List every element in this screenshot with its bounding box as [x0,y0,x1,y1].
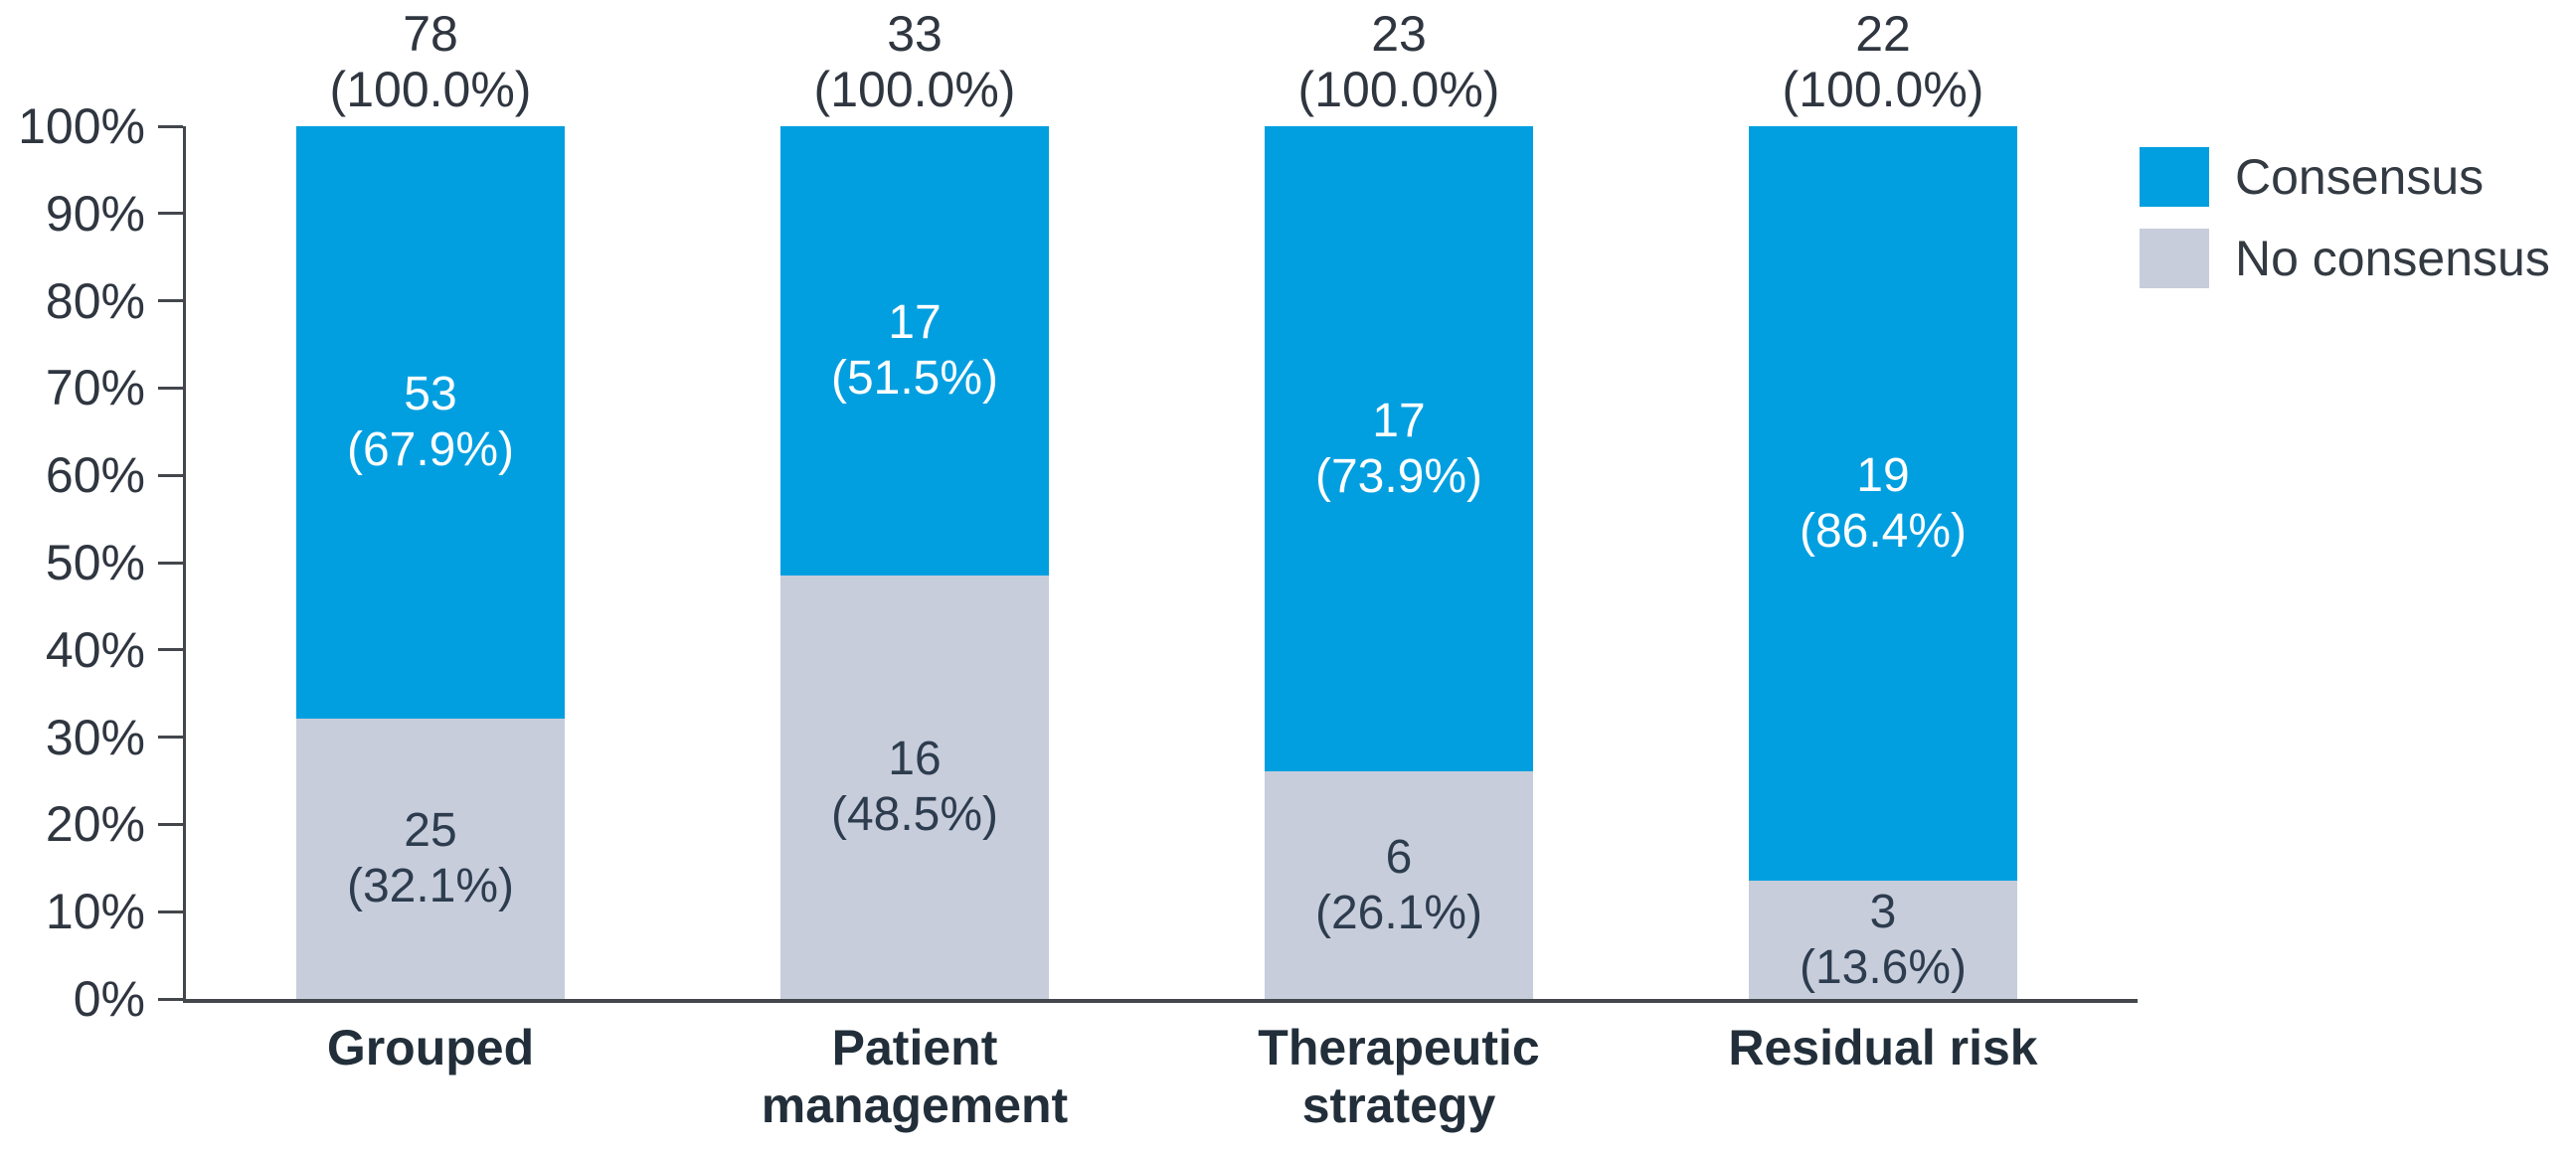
legend-label-no-consensus: No consensus [2235,231,2550,286]
bar-total-annotation: 78 (100.0%) [329,6,532,117]
y-tick-label: 70% [45,360,145,416]
x-axis-line [183,999,2138,1003]
bar-segment-consensus: 17 (73.9%) [1265,126,1533,771]
bar-segment-no-consensus: 25 (32.1%) [296,719,565,999]
bar-total-annotation: 22 (100.0%) [1782,6,1984,117]
y-axis-line [183,126,186,999]
category-label: Residual risk [1728,1020,2038,1075]
bar-segment-consensus-label: 53 (67.9%) [346,368,515,476]
bar-segment-consensus: 17 (51.5%) [780,126,1049,576]
y-tick-label: 0% [73,971,145,1027]
y-tick-label: 10% [45,884,145,940]
legend: Consensus No consensus [2140,147,2550,310]
category-label: Grouped [326,1020,535,1075]
y-tick-mark [158,736,183,740]
bar-segment-no-consensus: 3 (13.6%) [1749,881,2017,999]
legend-swatch-no-consensus-icon [2140,229,2209,288]
bar-total-annotation: 23 (100.0%) [1297,6,1500,117]
bar-segment-consensus: 19 (86.4%) [1749,126,2017,881]
y-tick-mark [158,909,183,913]
legend-item-consensus: Consensus [2140,147,2550,207]
bar-segment-no-consensus: 16 (48.5%) [780,576,1049,999]
y-tick-mark [158,473,183,477]
y-tick-label: 40% [45,621,145,678]
bar-segment-no-consensus-label: 6 (26.1%) [1314,830,1483,939]
legend-item-no-consensus: No consensus [2140,229,2550,288]
y-tick-mark [158,299,183,303]
y-tick-label: 100% [18,98,145,154]
y-tick-mark [158,386,183,390]
y-tick-label: 30% [45,709,145,765]
bar-segment-no-consensus-label: 16 (48.5%) [830,733,999,841]
y-tick-label: 90% [45,185,145,242]
y-tick-label: 20% [45,796,145,853]
bar-segment-consensus: 53 (67.9%) [296,126,565,719]
bar-segment-consensus-label: 19 (86.4%) [1799,448,1968,558]
y-tick-mark [158,212,183,216]
legend-label-consensus: Consensus [2235,149,2485,205]
y-tick-mark [158,648,183,652]
bar-segment-consensus-label: 17 (51.5%) [830,296,999,405]
y-tick-mark [158,124,183,128]
y-tick-label: 50% [45,535,145,590]
category-label: Therapeutic strategy [1258,1020,1540,1133]
y-tick-label: 60% [45,447,145,504]
legend-swatch-consensus-icon [2140,147,2209,207]
bar-segment-no-consensus: 6 (26.1%) [1265,771,1533,999]
category-label: Patient management [761,1020,1069,1133]
bar-segment-consensus-label: 17 (73.9%) [1314,394,1483,503]
y-tick-mark [158,561,183,565]
y-tick-label: 80% [45,272,145,329]
bar-total-annotation: 33 (100.0%) [813,6,1016,117]
y-tick-mark [158,822,183,826]
y-tick-mark [158,997,183,1001]
bar-segment-no-consensus-label: 25 (32.1%) [346,804,515,912]
bar-segment-no-consensus-label: 3 (13.6%) [1799,885,1968,994]
